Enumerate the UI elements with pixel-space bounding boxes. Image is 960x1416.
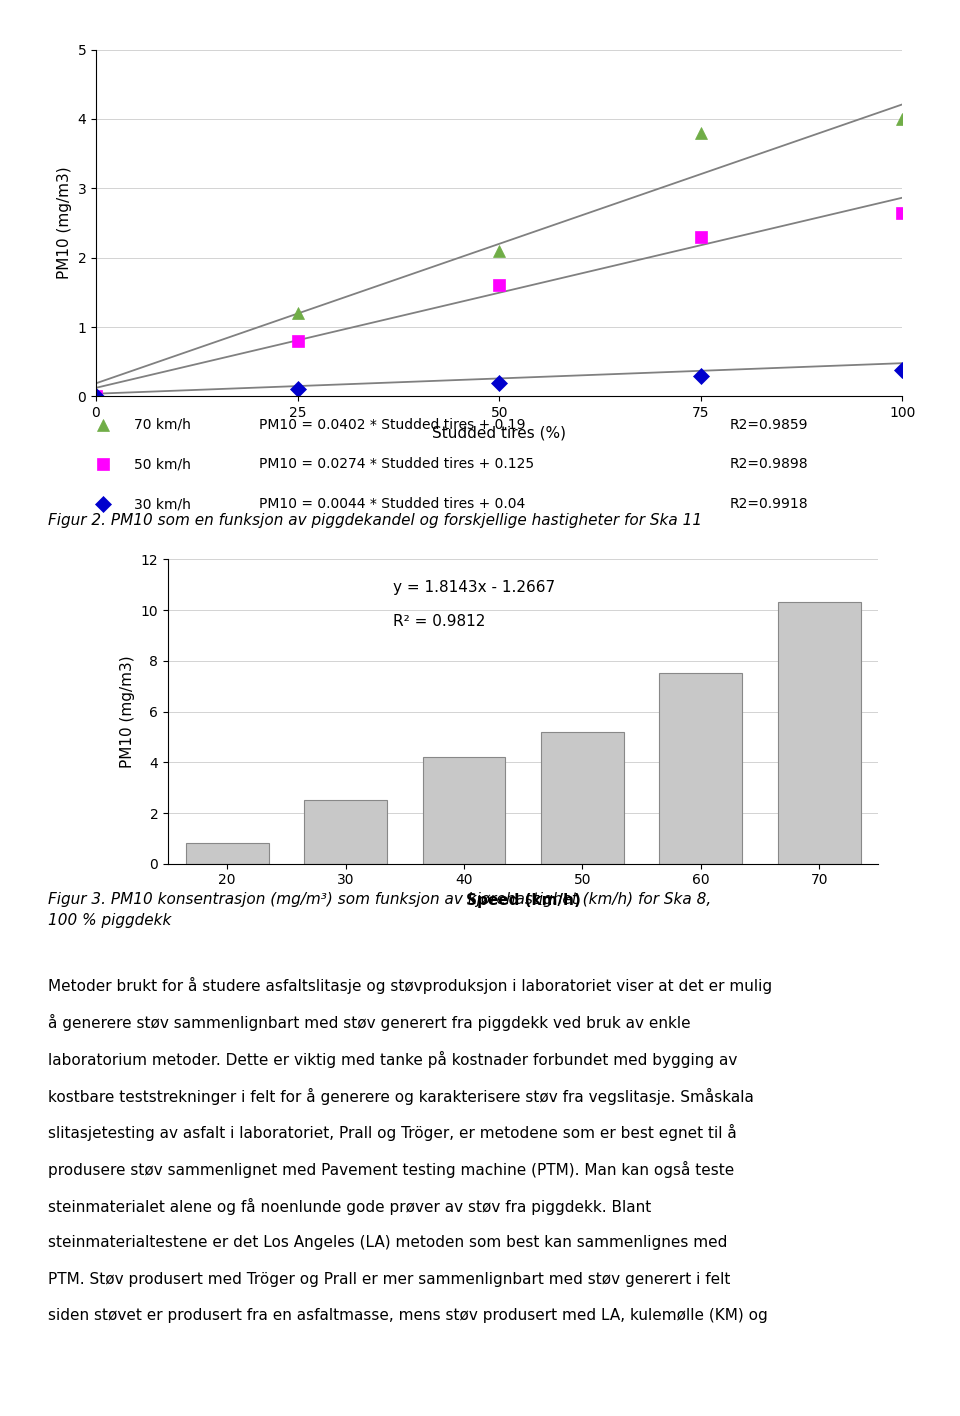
Text: PM10 = 0.0044 * Studded tires + 0.04: PM10 = 0.0044 * Studded tires + 0.04 [259,497,525,511]
Text: Figur 3. PM10 konsentrasjon (mg/m³) som funksjon av kjørehastighet (km/h) for Sk: Figur 3. PM10 konsentrasjon (mg/m³) som … [48,892,711,908]
Text: slitasjetesting av asfalt i laboratoriet, Prall og Tröger, er metodene som er be: slitasjetesting av asfalt i laboratoriet… [48,1124,736,1141]
Text: R² = 0.9812: R² = 0.9812 [393,615,486,629]
X-axis label: Speed (km/h): Speed (km/h) [466,893,581,908]
Bar [660,674,742,864]
Text: steinmaterialtestene er det Los Angeles (LA) metoden som best kan sammenlignes m: steinmaterialtestene er det Los Angeles … [48,1235,728,1250]
Text: laboratorium metoder. Dette er viktig med tanke på kostnader forbundet med byggi: laboratorium metoder. Dette er viktig me… [48,1051,737,1068]
Text: 30 km/h: 30 km/h [134,497,191,511]
Bar [422,758,506,864]
Bar [304,800,387,864]
Y-axis label: PM10 (mg/m3): PM10 (mg/m3) [57,167,72,279]
Text: R2=0.9859: R2=0.9859 [730,418,808,432]
Text: steinmaterialet alene og få noenlunde gode prøver av støv fra piggdekk. Blant: steinmaterialet alene og få noenlunde go… [48,1198,651,1215]
Y-axis label: PM10 (mg/m3): PM10 (mg/m3) [120,656,135,767]
Text: Metoder brukt for å studere asfaltslitasje og støvproduksjon i laboratoriet vise: Metoder brukt for å studere asfaltslitas… [48,977,772,994]
Text: produsere støv sammenlignet med Pavement testing machine (PTM). Man kan også tes: produsere støv sammenlignet med Pavement… [48,1161,734,1178]
Bar [778,602,861,864]
Text: kostbare teststrekninger i felt for å generere og karakterisere støv fra vegslit: kostbare teststrekninger i felt for å ge… [48,1087,754,1104]
Text: Figur 2. PM10 som en funksjon av piggdekandel og forskjellige hastigheter for Sk: Figur 2. PM10 som en funksjon av piggdek… [48,513,702,528]
Text: å generere støv sammenlignbart med støv generert fra piggdekk ved bruk av enkle: å generere støv sammenlignbart med støv … [48,1014,690,1031]
Text: siden støvet er produsert fra en asfaltmasse, mens støv produsert med LA, kulemø: siden støvet er produsert fra en asfaltm… [48,1308,768,1324]
Text: 100 % piggdekk: 100 % piggdekk [48,913,172,929]
Text: R2=0.9898: R2=0.9898 [730,457,808,472]
Text: 70 km/h: 70 km/h [134,418,191,432]
Bar [185,844,269,864]
Text: y = 1.8143x - 1.2667: y = 1.8143x - 1.2667 [393,579,555,595]
X-axis label: Studded tires (%): Studded tires (%) [432,426,566,440]
Bar [541,732,624,864]
Text: PM10 = 0.0402 * Studded tires + 0.19: PM10 = 0.0402 * Studded tires + 0.19 [259,418,526,432]
Text: PTM. Støv produsert med Tröger og Prall er mer sammenlignbart med støv generert : PTM. Støv produsert med Tröger og Prall … [48,1272,731,1287]
Text: PM10 = 0.0274 * Studded tires + 0.125: PM10 = 0.0274 * Studded tires + 0.125 [259,457,535,472]
Text: R2=0.9918: R2=0.9918 [730,497,808,511]
Text: 50 km/h: 50 km/h [134,457,191,472]
